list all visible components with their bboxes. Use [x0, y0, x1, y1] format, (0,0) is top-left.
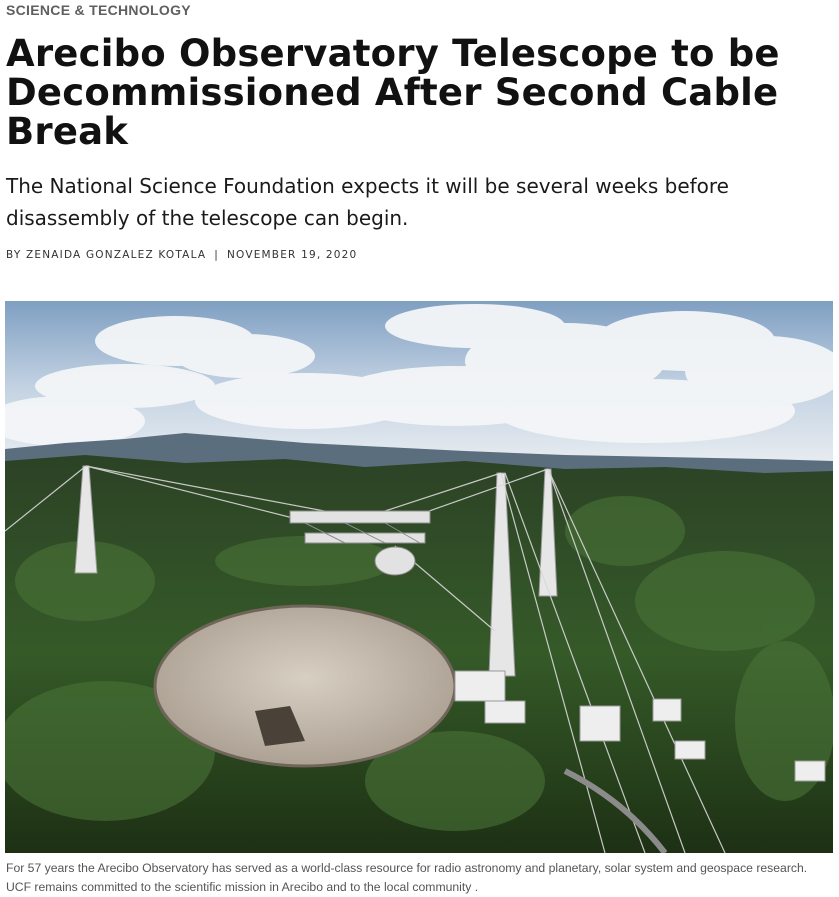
byline-separator: |	[214, 249, 219, 261]
author-name: BY ZENAIDA GONZALEZ KOTALA	[6, 249, 207, 261]
clouds	[5, 304, 833, 446]
instrument-platform	[289, 510, 431, 576]
hero-image	[5, 301, 833, 853]
cables	[5, 465, 726, 853]
publish-date: NOVEMBER 19, 2020	[227, 249, 358, 261]
dish-damage	[255, 706, 305, 746]
category-link[interactable]: SCIENCE & TECHNOLOGY	[6, 2, 191, 18]
access-road	[563, 768, 668, 853]
image-caption: For 57 years the Arecibo Observatory has…	[6, 861, 808, 894]
buildings	[454, 670, 826, 782]
radio-dish	[153, 604, 457, 768]
article-subheadline: The National Science Foundation expects …	[6, 174, 729, 230]
byline: BY ZENAIDA GONZALEZ KOTALA | NOVEMBER 19, …	[6, 249, 357, 261]
article-headline: Arecibo Observatory Telescope to be Deco…	[6, 32, 780, 153]
